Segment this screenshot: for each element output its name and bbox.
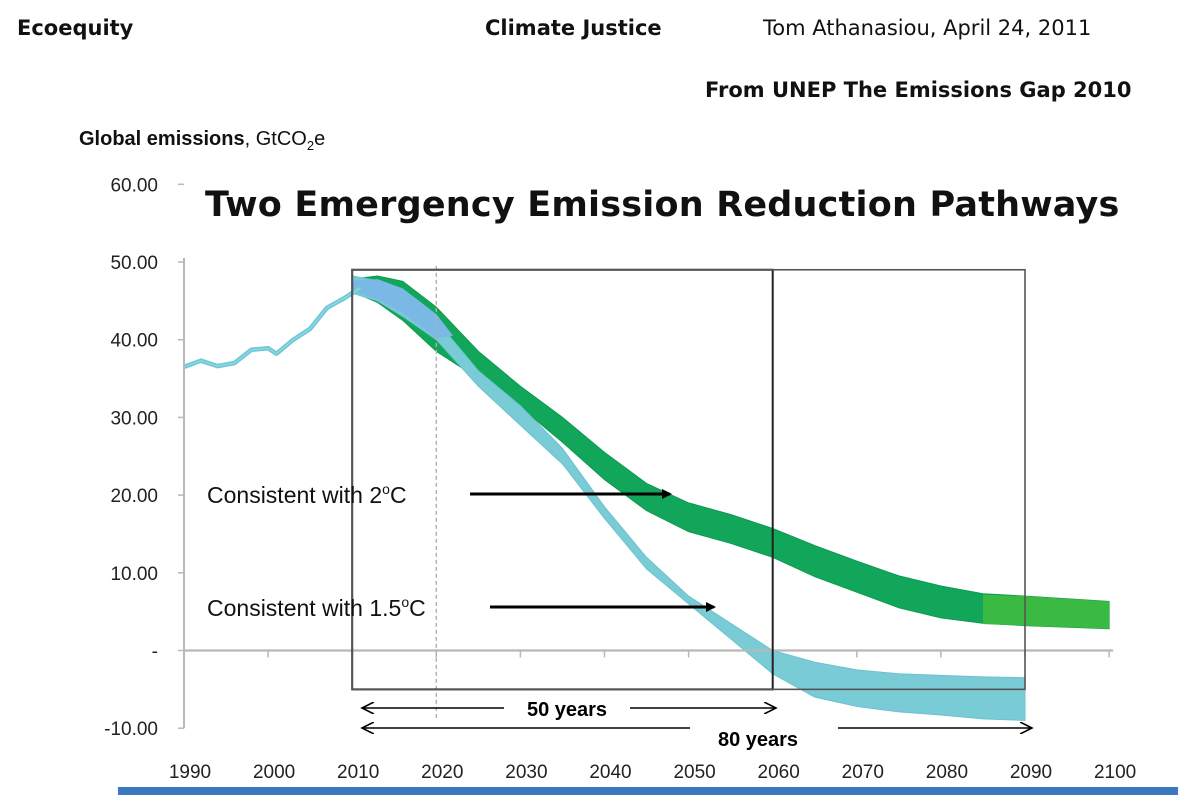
x-tick-label: 2060 [758,762,800,783]
x-tick-label: 1990 [169,762,211,783]
source-note: From UNEP The Emissions Gap 2010 [705,78,1132,102]
y-tick-label: -10.00 [104,719,158,740]
box-50-years [351,268,774,691]
x-tick-label: 2090 [1010,762,1052,783]
y-axis-label-sub: 2 [306,138,315,153]
x-tick-label: 2070 [842,762,884,783]
span-80-label: 80 years [718,729,798,751]
annotation-two-c-sup: o [382,481,390,497]
historical-line [183,285,362,370]
y-tick-label: - [152,642,158,663]
y-tick-label: 10.00 [110,564,158,585]
y-tick-label: 50.00 [110,253,158,274]
x-tick-label: 2000 [253,762,295,783]
x-tick-label: 2010 [337,762,379,783]
header-center: Climate Justice [485,16,662,40]
span-50-label: 50 years [527,699,607,721]
band-overlap [352,279,454,339]
bottom-bar [118,787,1178,795]
y-tick-label: 40.00 [110,331,158,352]
band-two-c-extension [983,594,1110,629]
y-tick-label: 20.00 [110,486,158,507]
x-tick-label: 2040 [589,762,631,783]
header-right: Tom Athanasiou, April 24, 2011 [763,16,1092,40]
header-left: Ecoequity [17,16,134,40]
annotation-one-five-c: Consistent with 1.5oC [207,594,426,621]
x-tick-label: 2050 [673,762,715,783]
x-tick-label: 2020 [421,762,463,783]
y-tick-label: 30.00 [110,408,158,429]
box-80-years [351,268,1026,691]
annotation-one-five-c-sup: o [401,594,409,610]
y-axis-label: Global emissions, GtCO2e [79,128,325,153]
annotation-one-five-c-tail: C [409,595,426,621]
x-tick-label: 2030 [505,762,547,783]
annotation-two-c-tail: C [390,482,407,508]
y-axis-label-unit: , GtCO [244,128,307,150]
chart-title: Two Emergency Emission Reduction Pathway… [205,185,1120,225]
y-axis-label-tail: e [314,128,326,150]
band-two-c [351,275,1110,630]
y-axis-label-bold: Global emissions [79,128,245,150]
x-tick-label: 2080 [926,762,968,783]
annotation-two-c: Consistent with 2oC [207,481,407,508]
y-tick-label: 60.00 [110,175,158,196]
historical-line-highlight [183,286,362,368]
x-tick-label: 2100 [1094,762,1136,783]
